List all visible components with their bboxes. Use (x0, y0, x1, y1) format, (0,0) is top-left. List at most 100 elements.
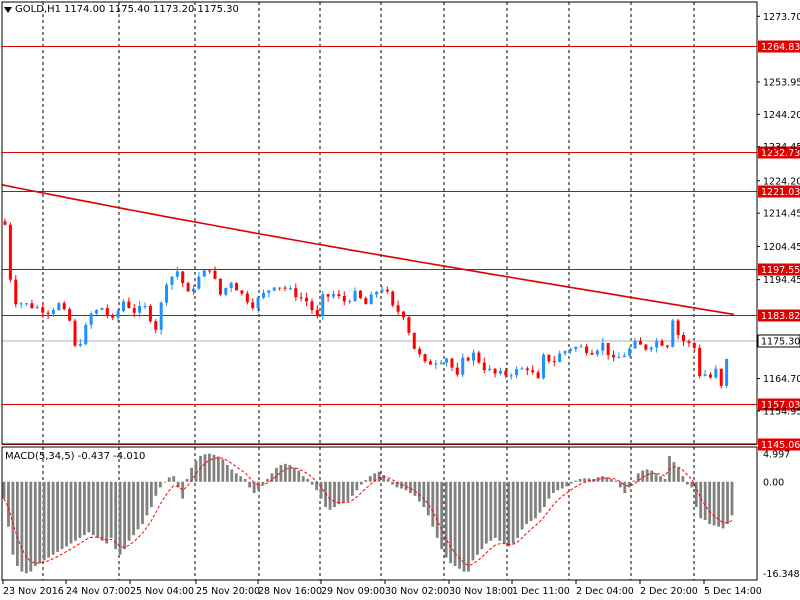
candle-bear (245, 293, 249, 303)
macd-histogram-bar (516, 481, 520, 538)
candle-bull (461, 357, 465, 375)
macd-histogram-bar (82, 481, 86, 536)
candle-bear (660, 340, 664, 346)
candle-bull (224, 287, 228, 295)
macd-histogram-bar (7, 481, 10, 527)
macd-histogram-bar (663, 478, 667, 482)
macd-histogram-bar (127, 481, 131, 541)
candle-bear (698, 347, 702, 376)
candle-bull (472, 352, 476, 361)
macd-histogram-bar (167, 477, 171, 482)
macd-histogram-bar (109, 481, 113, 538)
candle-bear (665, 345, 669, 347)
macd-histogram-bar (275, 467, 278, 482)
macd-histogram-bar (449, 481, 453, 564)
candle-bull (197, 276, 201, 289)
macd-histogram-bar (520, 481, 524, 530)
macd-histogram-bar (190, 467, 193, 482)
macd-histogram-bar (534, 481, 537, 519)
macd-histogram-bar (453, 481, 457, 566)
macd-histogram-bar (221, 459, 225, 482)
candle-bear (305, 297, 309, 302)
macd-histogram-bar (208, 453, 211, 482)
candle-bear (606, 343, 610, 356)
candle-bull (488, 368, 492, 371)
macd-histogram-bar (400, 481, 403, 489)
candle-bear (525, 368, 529, 371)
macd-histogram-bar (20, 481, 24, 572)
candle-bull (256, 297, 260, 309)
macd-histogram-bar (583, 478, 587, 482)
candle-bull (89, 313, 93, 325)
macd-histogram-bar (458, 481, 461, 569)
candle-bear (423, 354, 427, 362)
macd-histogram-bar (33, 481, 37, 566)
macd-histogram-bar (301, 476, 305, 482)
candle-bear (240, 290, 244, 294)
dropdown-triangle-icon[interactable] (4, 6, 12, 13)
macd-histogram-bar (409, 481, 412, 494)
level-price-value: 1264.83 (761, 42, 800, 53)
candle-bear (644, 344, 648, 350)
macd-histogram-bar (431, 481, 435, 527)
macd-histogram-bar (359, 481, 363, 485)
candle-bear (278, 287, 282, 289)
candle-bull (369, 294, 373, 305)
candle-bear (358, 290, 362, 299)
ohlc-values: 1174.00 1175.40 1173.20 1175.30 (63, 4, 239, 15)
macd-histogram-bar (654, 473, 658, 482)
macd-histogram-bar (145, 481, 149, 516)
macd-histogram-bar (498, 481, 502, 541)
candle-bull (35, 307, 39, 309)
candle-bull (19, 303, 23, 305)
candle-bull (375, 291, 379, 295)
candle-bear (337, 294, 341, 296)
candle-bull (725, 359, 729, 386)
macd-histogram-bar (118, 481, 122, 555)
macd-histogram-bar (297, 470, 301, 482)
candle-bear (105, 308, 109, 316)
macd-histogram-bar (42, 481, 46, 561)
macd-histogram-bar (364, 480, 368, 482)
candle-bear (531, 370, 535, 373)
time-axis-label: 1 Dec 11:00 (512, 586, 570, 597)
time-axis-label: 2 Dec 20:00 (640, 586, 698, 597)
macd-histogram-bar (659, 476, 662, 482)
macd-histogram-bar (529, 481, 533, 522)
candle-bull (380, 289, 384, 292)
macd-histogram-bar (216, 456, 220, 482)
candle-bear (342, 295, 346, 302)
macd-histogram-bar (440, 481, 444, 550)
macd-histogram-bar (373, 473, 377, 482)
macd-axis-label: 0.00 (763, 477, 784, 488)
macd-histogram-bar (694, 481, 698, 508)
macd-histogram-bar (587, 478, 591, 482)
candle-bull (633, 341, 637, 349)
candle-bear (213, 270, 217, 279)
macd-histogram-bar (87, 481, 91, 533)
candle-bull (515, 369, 519, 376)
macd-histogram-bar (601, 476, 604, 482)
candle-bear (708, 374, 712, 378)
candle-bear (493, 368, 497, 374)
time-axis-label: 25 Nov 04:00 (130, 586, 194, 597)
candle-bear (638, 341, 642, 345)
candle-bull (51, 310, 55, 314)
candle-bull (100, 308, 104, 310)
candle-bear (418, 348, 422, 355)
candle-bear (385, 289, 389, 292)
macd-histogram-bar (136, 481, 140, 530)
candle-bear (482, 362, 486, 371)
macd-histogram-bar (203, 454, 207, 482)
macd-histogram-bar (614, 480, 618, 482)
candle-bull (574, 347, 578, 350)
candle-bear (552, 361, 556, 363)
macd-histogram-bar (69, 481, 73, 544)
candle-bear (402, 311, 406, 318)
level-price-value: 1221.03 (761, 187, 800, 198)
candle-bear (41, 307, 45, 313)
macd-histogram-bar (252, 481, 256, 494)
macd-histogram-bar (730, 481, 734, 516)
macd-histogram-bar (708, 481, 712, 524)
